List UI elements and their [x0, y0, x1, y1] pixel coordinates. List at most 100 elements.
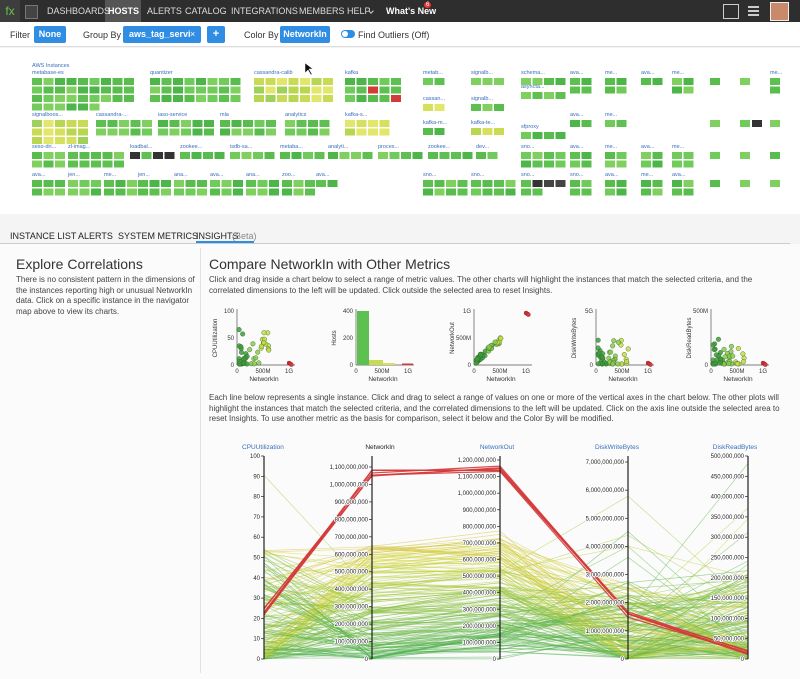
host [570, 78, 580, 85]
group-label: kafka-s... [345, 112, 368, 118]
host [230, 86, 241, 94]
host [173, 95, 183, 102]
host [471, 78, 481, 85]
point [615, 361, 621, 367]
group-button[interactable]: aws_tag_service [123, 26, 201, 43]
tick-label: 900,000,000 [335, 500, 369, 506]
host [339, 152, 350, 159]
menu-icon[interactable] [748, 6, 759, 8]
nav-item[interactable]: HOSTS [108, 6, 140, 16]
host [55, 137, 65, 144]
host [96, 120, 106, 127]
nav-item[interactable]: MEMBERS [299, 6, 345, 16]
cursor [304, 62, 314, 76]
host [605, 160, 615, 168]
bar [357, 311, 369, 365]
tick-label: 50,000,000 [714, 637, 745, 643]
host [570, 160, 580, 168]
x-tick-label: 0 [472, 369, 476, 375]
tick-label: 400,000,000 [463, 591, 497, 597]
remove-group[interactable]: × [190, 26, 201, 43]
host [311, 95, 322, 102]
nav-item[interactable]: HELP [347, 6, 371, 16]
host [672, 152, 682, 159]
host [66, 120, 77, 127]
y-tick-label: 0 [231, 363, 235, 369]
avatar[interactable] [770, 2, 789, 21]
host [219, 95, 229, 102]
host [119, 120, 129, 127]
logo[interactable]: fx [0, 0, 20, 22]
host [191, 152, 202, 159]
host [112, 95, 123, 102]
point [610, 343, 616, 349]
add-button[interactable]: + [207, 26, 225, 43]
host [207, 95, 218, 102]
point [717, 360, 723, 366]
host [101, 86, 111, 94]
nav-item[interactable]: ALERTS [147, 6, 182, 16]
host [378, 152, 388, 159]
sidebar-icon[interactable] [25, 5, 38, 19]
tab[interactable]: INSIGHTS [196, 231, 239, 241]
edit-icon[interactable] [723, 4, 739, 19]
group-label: quantizer [150, 70, 173, 76]
tick-label: 300,000,000 [711, 535, 745, 541]
host [616, 120, 627, 127]
host [544, 152, 554, 159]
host [43, 128, 54, 136]
host [770, 120, 780, 127]
host [605, 120, 615, 127]
tick-label: 10 [253, 637, 260, 643]
host [55, 95, 65, 102]
group-label: me... [641, 172, 654, 178]
host [544, 78, 554, 85]
host [78, 95, 88, 102]
point [715, 336, 721, 342]
color-button[interactable]: NetworkIn [280, 26, 330, 43]
host [494, 188, 504, 196]
tab[interactable]: SYSTEM METRICS [118, 231, 199, 241]
toggle[interactable] [341, 30, 355, 38]
host [401, 152, 411, 159]
host [710, 120, 720, 127]
host [291, 152, 302, 159]
point [492, 339, 498, 345]
host [231, 128, 242, 136]
host [605, 180, 615, 187]
host [230, 152, 240, 159]
host [311, 78, 322, 85]
host [532, 78, 543, 85]
group-label: Group By [83, 30, 122, 40]
host [210, 180, 220, 187]
host [770, 152, 780, 159]
x-tick-label: 500M [374, 369, 389, 375]
filter-button[interactable]: None [34, 26, 66, 43]
tab[interactable]: ALERTS [78, 231, 113, 241]
tab[interactable]: INSTANCE LIST [10, 231, 77, 241]
host [428, 152, 438, 159]
whats-new[interactable]: What's New [386, 6, 437, 16]
tick-label: 400,000,000 [335, 587, 369, 593]
host [471, 188, 481, 196]
host [652, 160, 663, 168]
host [266, 128, 276, 136]
tick-label: 300,000,000 [335, 605, 369, 611]
nav-item[interactable]: CATALOG [185, 6, 227, 16]
nav-item[interactable]: DASHBOARDS [47, 6, 111, 16]
x-tick-label: 500M [614, 369, 629, 375]
host [32, 152, 42, 159]
host [296, 120, 307, 127]
tick-label: 1,200,000,000 [458, 458, 497, 464]
nav-item[interactable]: INTEGRATIONS [231, 6, 298, 16]
host [351, 152, 361, 159]
outliers-label[interactable]: Find Outliers (Off) [358, 30, 430, 40]
point [763, 362, 768, 367]
host [266, 120, 276, 127]
host [356, 120, 367, 127]
group-label: cassandra-calib [254, 70, 293, 76]
tick-label: 450,000,000 [711, 474, 745, 480]
point [482, 353, 488, 359]
host [323, 78, 333, 85]
host [505, 188, 516, 196]
